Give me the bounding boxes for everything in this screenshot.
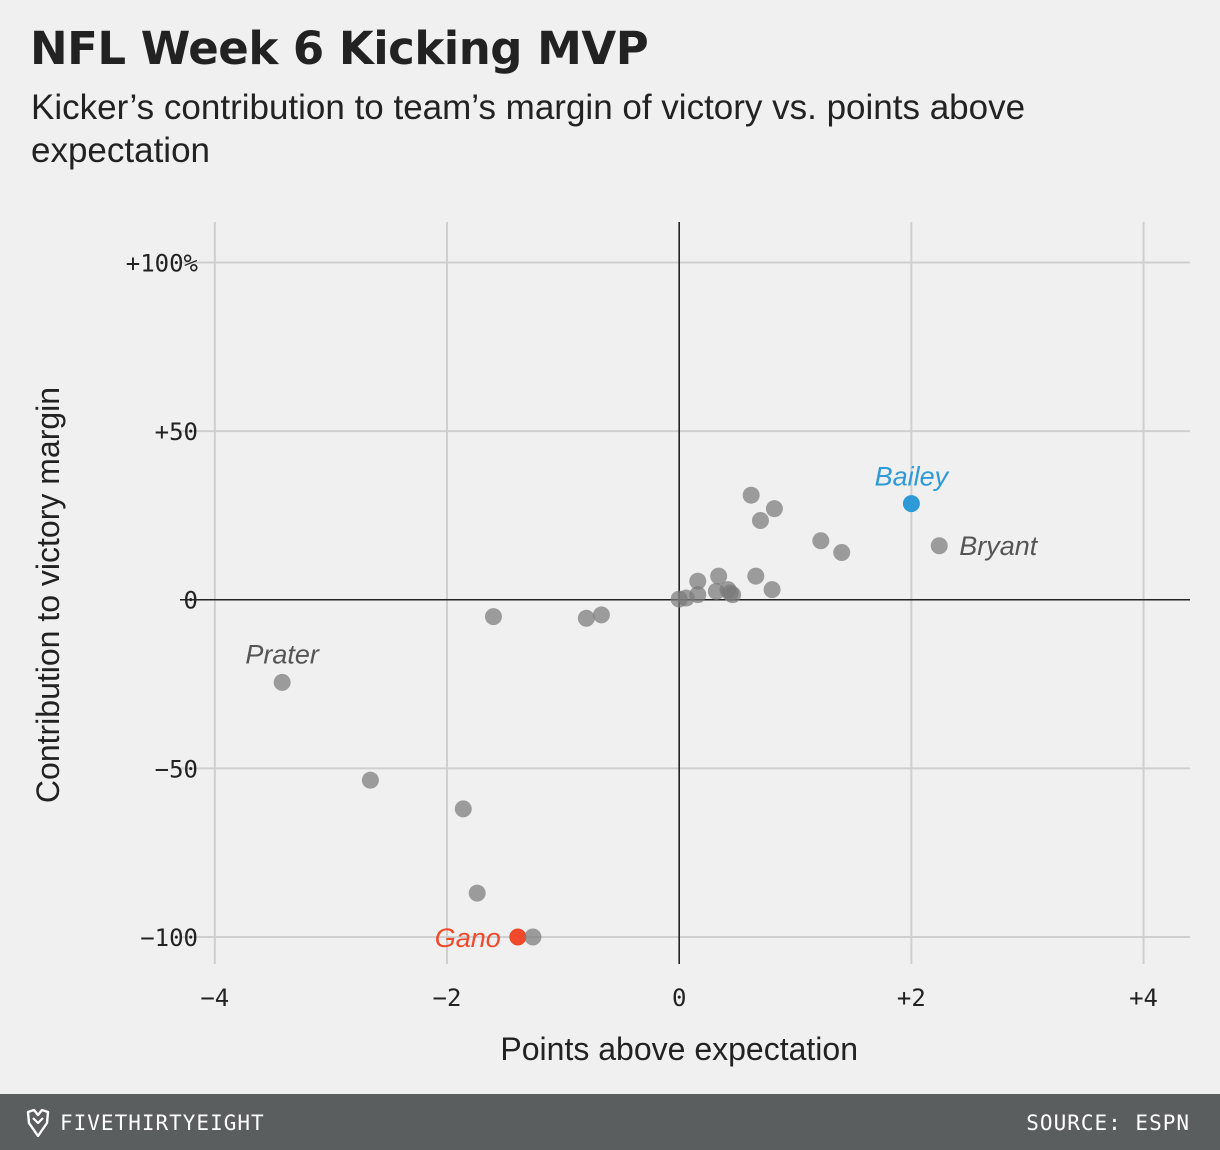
data-point (577, 609, 595, 627)
y-tick-label: 0 (184, 587, 198, 615)
highlight-point (902, 495, 920, 513)
brand-name: FIVETHIRTYEIGHT (60, 1111, 265, 1135)
data-point (747, 567, 765, 585)
point-label: Bailey (875, 462, 950, 492)
data-point (468, 884, 486, 902)
data-point (524, 928, 542, 946)
y-tick-label: −100 (140, 924, 198, 952)
data-point (742, 486, 760, 504)
y-tick-label: +100% (126, 249, 199, 277)
data-points (273, 486, 948, 946)
y-tick-label: −50 (155, 755, 198, 783)
data-point (273, 673, 291, 691)
point-label: Bryant (959, 531, 1039, 561)
grid-lines (180, 222, 1190, 964)
data-point (833, 544, 851, 562)
highlight-point (509, 928, 527, 946)
x-tick-label: +4 (1129, 984, 1158, 1012)
point-labels: Prater Gano Bailey Bryant (245, 462, 1038, 953)
data-point (930, 537, 948, 555)
y-axis-title: Contribution to victory margin (30, 387, 66, 803)
data-point (763, 581, 781, 599)
footer-bar: FIVETHIRTYEIGHT SOURCE: ESPN (0, 1094, 1220, 1150)
x-axis-title: Points above expectation (500, 1031, 858, 1067)
x-tick-label: 0 (672, 984, 686, 1012)
data-point (484, 608, 502, 626)
data-point (361, 771, 379, 789)
tick-labels: −4 −2 0 +2 +4 +100% +50 0 −50 −100 (126, 249, 1158, 1012)
data-point (765, 500, 783, 518)
x-tick-label: +2 (897, 984, 926, 1012)
point-label: Gano (435, 923, 501, 953)
data-point (689, 572, 707, 590)
data-point (710, 567, 728, 585)
point-label: Prater (245, 639, 320, 669)
data-point (724, 586, 742, 604)
data-point (751, 511, 769, 529)
x-tick-label: −2 (433, 984, 462, 1012)
data-point (592, 606, 610, 624)
data-point (454, 800, 472, 818)
data-point (812, 532, 830, 550)
brand: FIVETHIRTYEIGHT (26, 1109, 265, 1137)
data-point (689, 586, 707, 604)
scatter-chart: −4 −2 0 +2 +4 +100% +50 0 −50 −100 Prater Gano Bail… (30, 222, 1190, 1067)
fox-logo-icon (26, 1109, 50, 1137)
chart-title: NFL Week 6 Kicking MVP (30, 22, 649, 75)
source-credit: SOURCE: ESPN (1026, 1111, 1190, 1135)
chart-subtitle: Kicker’s contribution to team’s margin o… (31, 88, 1026, 170)
y-tick-label: +50 (155, 418, 198, 446)
x-tick-label: −4 (200, 984, 229, 1012)
